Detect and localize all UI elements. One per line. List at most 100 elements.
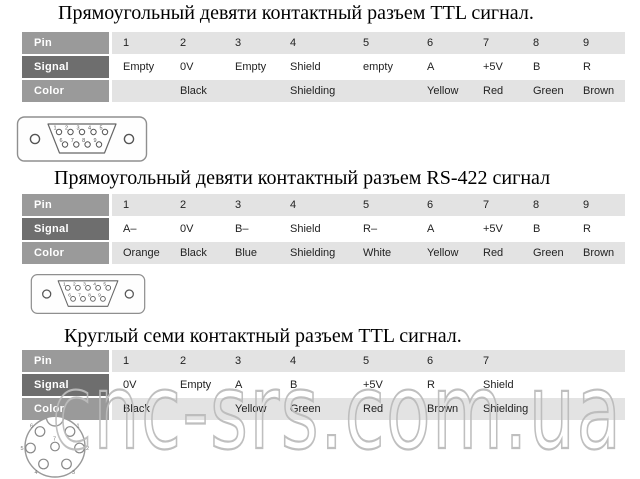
pin-cell: 4 <box>279 32 352 54</box>
pin-number: 9 <box>94 138 97 144</box>
color-cell: Blue <box>224 242 279 264</box>
pin-table-rs422-9pin: Pin 1 2 3 4 5 6 7 8 9 Signal A– 0V B– Shield R– A +5V B R Co… <box>22 194 625 264</box>
color-cell: Shielding <box>279 80 352 102</box>
color-cell: Green <box>522 242 572 264</box>
pin-cell: 6 <box>416 32 472 54</box>
row-header-signal: Signal <box>22 374 112 396</box>
color-cell: Shielding <box>472 398 625 420</box>
pin-table-ttl-9pin: Pin 1 2 3 4 5 6 7 8 9 Signal Empty 0V Empty Shield empt… <box>22 32 625 102</box>
pin-number: 4 <box>35 470 38 476</box>
mount-hole-right <box>123 133 135 145</box>
signal-cell: Empty <box>224 56 279 78</box>
pin-cell: 7 <box>472 32 522 54</box>
pin-number: 4 <box>93 282 96 288</box>
color-cell: Red <box>472 80 522 102</box>
mount-hole-right <box>124 289 134 299</box>
row-header-color: Color <box>22 398 112 420</box>
pin-number: 2 <box>65 126 68 132</box>
pin-cell: 3 <box>224 32 279 54</box>
pin-cell: 1 <box>112 350 169 372</box>
pin-cell: 2 <box>169 32 224 54</box>
row-header-pin: Pin <box>22 350 112 372</box>
color-cell: Black <box>169 80 224 102</box>
pin-cell: 2 <box>169 194 224 216</box>
pin-number: 6 <box>68 293 71 299</box>
signal-cell: R <box>416 374 472 396</box>
signal-cell: 0V <box>169 218 224 240</box>
round7-connector-diagram: 1 2 3 4 5 6 7 <box>21 416 90 478</box>
signal-cell: A <box>416 218 472 240</box>
pin-cell: 7 <box>472 350 625 372</box>
pin-number: 8 <box>88 293 91 299</box>
pin-number: 3 <box>72 470 75 476</box>
pin-number: 7 <box>71 138 74 144</box>
pin-number: 6 <box>30 424 33 430</box>
section-title-ttl-9pin: Прямоугольный девяти контактный разъем T… <box>58 2 534 24</box>
row-header-pin: Pin <box>22 32 112 54</box>
row-header-pin: Pin <box>22 194 112 216</box>
color-cell: Shielding <box>279 242 352 264</box>
color-cell: Brown <box>572 242 625 264</box>
signal-cell: A <box>224 374 279 396</box>
pin-number: 1 <box>77 424 80 430</box>
pin-number: 8 <box>82 138 85 144</box>
mount-hole-left <box>29 133 41 145</box>
signal-cell: B <box>522 56 572 78</box>
color-cell: Yellow <box>416 242 472 264</box>
round-pins: 1 2 3 4 5 6 7 <box>21 424 90 477</box>
signal-cell: R <box>572 218 625 240</box>
color-cell: Red <box>472 242 522 264</box>
pin-cell: 4 <box>279 350 352 372</box>
section-title-ttl-7pin-round: Круглый семи контактный разъем TTL сигна… <box>64 325 462 347</box>
color-cell: Brown <box>416 398 472 420</box>
pin-cell: 1 <box>112 194 169 216</box>
signal-cell: B <box>279 374 352 396</box>
row-header-signal: Signal <box>22 218 112 240</box>
signal-cell: Shield <box>279 218 352 240</box>
color-cell <box>169 398 224 420</box>
pin-cell: 5 <box>352 194 416 216</box>
pin-number: 7 <box>78 293 81 299</box>
signal-cell: +5V <box>472 56 522 78</box>
color-cell <box>112 80 169 102</box>
pin-cell: 3 <box>224 350 279 372</box>
signal-cell: R <box>572 56 625 78</box>
signal-cell: empty <box>352 56 416 78</box>
pin-number: 7 <box>53 437 56 443</box>
row-header-signal: Signal <box>22 56 112 78</box>
color-cell: Black <box>169 242 224 264</box>
signal-cell: +5V <box>472 218 522 240</box>
color-cell <box>352 80 416 102</box>
signal-cell: B– <box>224 218 279 240</box>
color-cell: Brown <box>572 80 625 102</box>
pin-cell: 7 <box>472 194 522 216</box>
color-cell: Yellow <box>224 398 279 420</box>
pin-number: 2 <box>86 446 89 452</box>
signal-cell: +5V <box>352 374 416 396</box>
pin-cell: 1 <box>112 32 169 54</box>
pin-cell: 5 <box>352 32 416 54</box>
signal-cell: R– <box>352 218 416 240</box>
pin-number: 2 <box>73 282 76 288</box>
pin-number: 3 <box>77 126 80 132</box>
dsub-bottom-pin-row: 6 7 8 9 <box>68 293 106 302</box>
pin-cell: 8 <box>522 194 572 216</box>
pin-number: 1 <box>63 282 66 288</box>
signal-cell: Shield <box>472 374 625 396</box>
color-cell: Yellow <box>416 80 472 102</box>
signal-cell: 0V <box>112 374 169 396</box>
section-title-rs422-9pin: Прямоугольный девяти контактный разъем R… <box>54 167 551 189</box>
pin-number: 5 <box>103 282 106 288</box>
pin-cell: 4 <box>279 194 352 216</box>
color-cell: Red <box>352 398 416 420</box>
pin-cell: 8 <box>522 32 572 54</box>
signal-cell: Shield <box>279 56 352 78</box>
dsub9-connector-diagram: 1 2 3 4 5 6 7 8 9 <box>16 116 148 162</box>
color-cell: Green <box>279 398 352 420</box>
pin-cell: 9 <box>572 32 625 54</box>
pin-cell: 5 <box>352 350 416 372</box>
dsub-bottom-pin-row: 6 7 8 9 <box>60 138 103 148</box>
pin-cell: 9 <box>572 194 625 216</box>
mount-hole-left <box>42 289 52 299</box>
